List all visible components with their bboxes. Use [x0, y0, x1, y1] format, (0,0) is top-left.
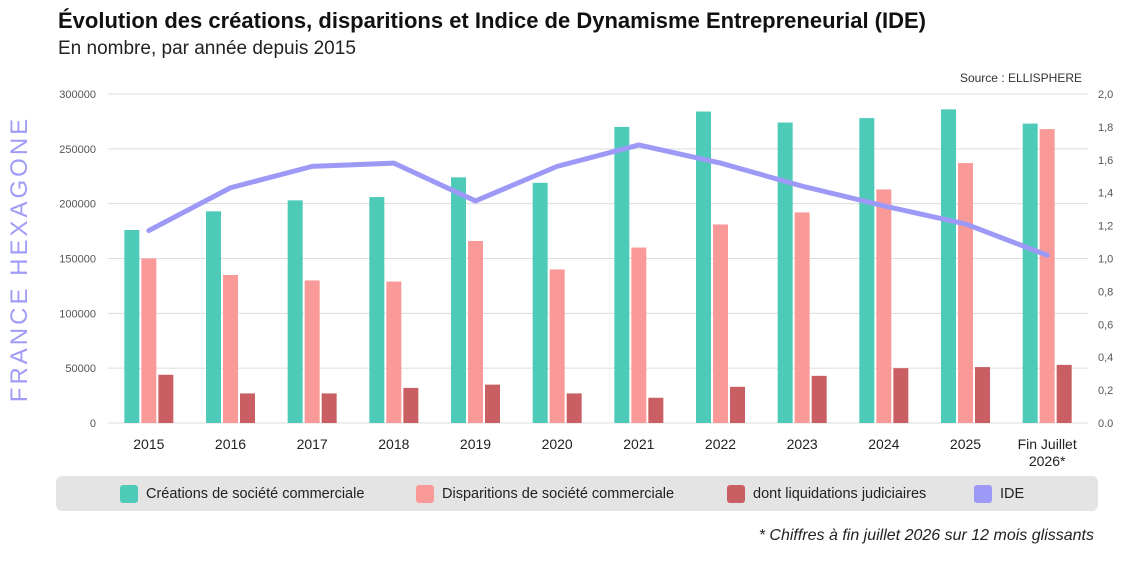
y-left-tick-label: 150000	[59, 254, 96, 266]
line-ide	[146, 142, 1050, 258]
bar-creations	[532, 182, 548, 423]
bar-disparitions	[141, 258, 157, 423]
bar-liquidations	[648, 397, 664, 423]
bar-creations	[941, 109, 956, 423]
bar-disparitions	[876, 189, 892, 423]
bar-disparitions	[1039, 129, 1055, 424]
y-right-tick-label: 1,8	[1098, 122, 1113, 134]
bar-liquidations	[893, 368, 909, 423]
y-right-tick-label: 0,4	[1098, 352, 1113, 364]
bar-disparitions	[386, 281, 402, 423]
y-left-tick-label: 100000	[59, 308, 96, 320]
x-tick-label: 2022	[705, 436, 736, 452]
y-left-tick-label: 200000	[59, 199, 96, 211]
bar-disparitions	[713, 224, 728, 423]
bar-disparitions	[223, 274, 238, 423]
source-label: Source : ELLISPHERE	[959, 71, 1082, 85]
x-tick-label: 2026*	[1029, 453, 1066, 469]
y-left-tick-label: 300000	[59, 89, 96, 101]
legend-label-liquidations: dont liquidations judiciaires	[753, 485, 927, 502]
legend-swatch-ide	[974, 484, 992, 503]
x-tick-label: 2016	[215, 436, 246, 452]
x-tick-label: 2019	[460, 436, 491, 452]
y-right-tick-label: 0,6	[1098, 319, 1113, 331]
bar-creations	[124, 229, 140, 423]
bar-disparitions	[468, 240, 483, 423]
x-tick-label: 2024	[868, 436, 899, 452]
y-right-tick-label: 1,6	[1098, 155, 1113, 167]
chart-area: 0 50000 100000 150000 200000 250000 300000 0.0 0…	[59, 89, 1113, 469]
y-left-tick-label: 0	[90, 418, 96, 430]
y-right-tick-label: 1,4	[1098, 188, 1113, 200]
bar-disparitions	[631, 247, 647, 423]
bar-creations	[1022, 123, 1038, 424]
chart-title: Évolution des créations, disparitions et…	[58, 8, 926, 33]
x-tick-label: 2025	[950, 436, 981, 452]
bar-disparitions	[794, 212, 810, 423]
legend-label-ide: IDE	[1000, 485, 1025, 502]
bar-liquidations	[566, 393, 582, 423]
y-right-tick-label: 0,8	[1098, 286, 1113, 298]
bar-liquidations	[321, 393, 337, 423]
chart-legend: Créations de société commerciale Dispari…	[56, 476, 1098, 511]
x-tick-label: 2020	[542, 436, 573, 452]
y-right-tick-label: 0.0	[1098, 418, 1113, 430]
y-right-tick-label: 1,0	[1098, 254, 1113, 266]
x-tick-label: 2015	[133, 436, 164, 452]
bar-creations	[369, 197, 385, 423]
bar-disparitions	[549, 269, 565, 423]
legend-label-creations: Créations de société commerciale	[146, 485, 365, 502]
legend-item-creations: Créations de société commerciale	[120, 476, 364, 511]
legend-swatch-creations	[120, 484, 138, 503]
legend-swatch-disparitions	[416, 484, 434, 503]
bar-creations	[696, 111, 711, 424]
y-left-tick-label: 250000	[59, 144, 96, 156]
bar-liquidations	[403, 387, 419, 423]
y-left-tick-label: 50000	[65, 363, 96, 375]
bar-liquidations	[1056, 364, 1072, 423]
bar-liquidations	[485, 384, 500, 423]
x-tick-label: 2023	[787, 436, 818, 452]
bar-disparitions	[304, 280, 320, 423]
bar-liquidations	[158, 374, 174, 423]
bar-creations	[287, 200, 303, 423]
legend-item-ide: IDE	[974, 476, 1024, 511]
y-right-tick-label: 0,2	[1098, 385, 1113, 397]
x-tick-label: 2017	[297, 436, 328, 452]
bar-disparitions	[958, 163, 973, 423]
bar-liquidations	[811, 375, 827, 423]
bar-liquidations	[975, 367, 990, 423]
chart-subtitle: En nombre, par année depuis 2015	[58, 38, 356, 59]
legend-swatch-liquidations	[727, 484, 745, 503]
footnote: * Chiffres à fin juillet 2026 sur 12 moi…	[758, 527, 1094, 544]
legend-item-liquidations: dont liquidations judiciaires	[727, 476, 926, 511]
bar-creations	[614, 126, 630, 424]
bar-creations	[777, 122, 793, 423]
x-tick-label: Fin Juillet	[1018, 436, 1077, 452]
bar-creations	[206, 211, 221, 423]
bar-liquidations	[240, 393, 255, 423]
bar-creations	[859, 118, 875, 424]
x-tick-label: 2018	[378, 436, 409, 452]
bar-liquidations	[730, 386, 745, 423]
legend-item-disparitions: Disparitions de société commerciale	[416, 476, 674, 511]
bar-creations	[451, 177, 466, 423]
legend-label-disparitions: Disparitions de société commerciale	[442, 485, 675, 502]
y-right-tick-label: 2,0	[1098, 89, 1113, 101]
x-tick-label: 2021	[623, 436, 654, 452]
y-right-tick-label: 1,2	[1098, 221, 1113, 233]
